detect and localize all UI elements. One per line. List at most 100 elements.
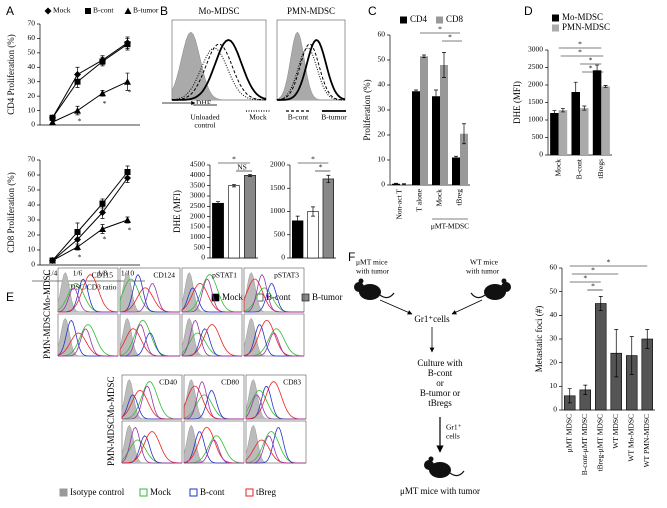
y-axis-label: CD8 Proliferation (%) (6, 172, 16, 252)
mouse-tail (379, 292, 395, 299)
y-tick-label: 2000 (270, 160, 285, 169)
x-tick-label: Mock (553, 159, 562, 177)
x-tick-label: T alone (415, 188, 424, 211)
histogram-curve (243, 273, 304, 313)
y-tick-label: 1000 (270, 206, 285, 215)
error-bar (414, 89, 418, 93)
y-tick-label: 0 (539, 150, 543, 159)
bar (460, 133, 468, 185)
mouse-head (501, 282, 511, 292)
arrow (379, 299, 413, 315)
y-tick-label: 70 (28, 155, 36, 164)
significance: * (128, 226, 132, 235)
y-tick-label: 10 (28, 105, 36, 114)
histogram-curve (121, 381, 182, 420)
series-line (52, 42, 128, 119)
error-bar (442, 52, 446, 78)
significance: * (589, 64, 593, 73)
histogram-title: Mo-MDSC (198, 6, 239, 16)
histogram-curve (122, 385, 182, 420)
legend-label: Isotype control (70, 487, 125, 497)
y-tick-label: 60 (28, 170, 36, 179)
series-line (52, 171, 128, 261)
label: Gr1⁺ (446, 423, 462, 432)
row-label: Mo-MDSC (42, 269, 52, 310)
y-axis-label: Metastatic foci (#) (534, 306, 544, 372)
bar (244, 175, 256, 259)
bar (307, 211, 319, 259)
y-tick-label: 60 (550, 263, 558, 272)
y-tick-label: 20 (28, 91, 36, 100)
significance: * (438, 25, 442, 34)
x-axis-label: MDSC/CD3 ratio (63, 283, 116, 292)
histogram-curve (181, 317, 242, 357)
y-tick-label: 1500 (528, 97, 543, 106)
label: with tumor (466, 267, 500, 276)
legend-label: B-tumor (321, 113, 347, 122)
marker-label: pSTAT3 (274, 271, 299, 280)
axis-label: DHE (196, 99, 212, 108)
y-tick-label: 60 (378, 30, 386, 39)
row-label: PMN-MDSC (42, 311, 52, 359)
series-line (52, 81, 128, 123)
y-tick-label: 20 (378, 130, 386, 139)
label: tBregs (428, 398, 452, 408)
marker-label: pSTAT1 (212, 271, 237, 280)
bar (452, 157, 460, 185)
marker (44, 7, 52, 15)
y-tick-label: 50 (28, 185, 36, 194)
marker (85, 8, 91, 14)
histogram-curve (243, 317, 304, 357)
marker (99, 209, 106, 216)
x-tick-label: tBreg (455, 189, 464, 206)
x-tick-label: 1/6 (73, 269, 83, 278)
error-bar (311, 206, 315, 217)
significance: * (589, 56, 593, 65)
significance: NS (237, 163, 247, 172)
bar (432, 96, 440, 185)
error-bar (583, 384, 588, 395)
legend-swatch (245, 488, 254, 497)
histogram-curve (277, 38, 346, 101)
error-bar (462, 123, 466, 145)
error-bar (567, 388, 572, 404)
error-bar (552, 110, 557, 116)
error-bar (295, 215, 300, 226)
mouse-ear (501, 278, 507, 284)
legend-label: B-tumor (133, 6, 159, 15)
significance: * (607, 258, 611, 267)
histogram-curve (58, 274, 118, 313)
x-tick-label: WT PMN-MDSC (642, 414, 651, 467)
significance: * (232, 155, 236, 164)
panel-letter: E (6, 290, 14, 304)
histogram-curve (119, 317, 180, 357)
bar (592, 70, 602, 155)
marker (99, 89, 106, 97)
marker (124, 78, 131, 85)
mouse-tail (470, 292, 486, 299)
significance: * (78, 116, 82, 125)
mouse-ear (428, 456, 434, 462)
error-bar (434, 89, 438, 103)
error-bar (394, 182, 398, 185)
marker (49, 114, 56, 121)
x-tick-label: tBreg-μMT MDSC (595, 414, 604, 471)
y-tick-label: 10 (28, 245, 36, 254)
histogram-curve (120, 324, 180, 357)
bar (641, 338, 653, 411)
bar (228, 185, 240, 259)
panel-letter: C (368, 4, 377, 18)
error-bar (232, 184, 236, 188)
bar (420, 56, 428, 185)
y-tick-label: 0 (31, 120, 35, 129)
histogram-curve (120, 283, 180, 313)
mouse-ear (358, 278, 364, 284)
y-tick-label: 30 (550, 334, 558, 343)
marker (124, 7, 132, 14)
error-bar (603, 85, 608, 88)
marker (74, 107, 81, 114)
histogram-curve (171, 43, 267, 101)
histogram-title: PMN-MDSC (287, 6, 335, 16)
legend-label: CD8 (446, 14, 464, 24)
